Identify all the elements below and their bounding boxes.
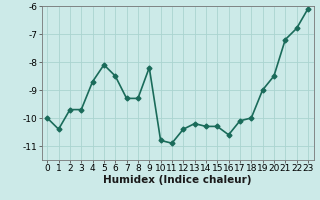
- X-axis label: Humidex (Indice chaleur): Humidex (Indice chaleur): [103, 175, 252, 185]
